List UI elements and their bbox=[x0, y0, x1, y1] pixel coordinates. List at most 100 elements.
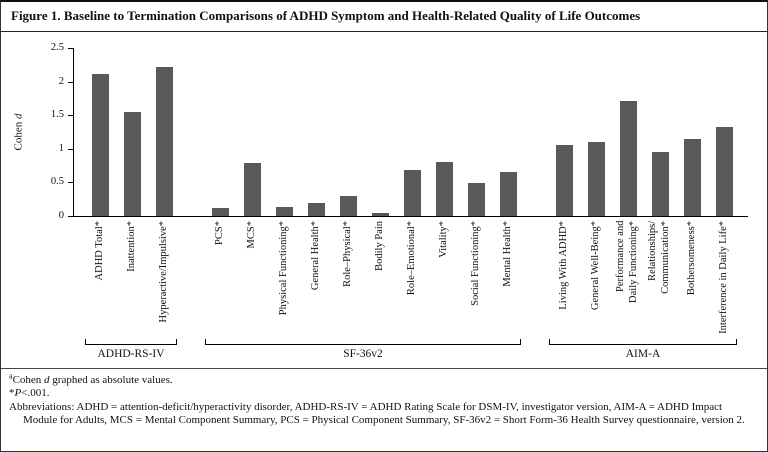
bar-group bbox=[204, 48, 524, 216]
x-label-slot: Bothersomeness* bbox=[675, 217, 707, 334]
group-label: SF-36v2 bbox=[343, 347, 383, 360]
x-label-slot: Social Functioning* bbox=[459, 217, 491, 334]
x-label-group: ADHD Total* Inattention* Hyperactive/Impul… bbox=[83, 217, 179, 334]
y-tick-label: 1.5 bbox=[50, 109, 64, 121]
x-tick-label: ADHD Total* bbox=[93, 221, 105, 281]
x-label-group: PCS* MCS* Physical Functioning* General Hea… bbox=[203, 217, 523, 334]
bar-slot bbox=[428, 48, 460, 216]
y-axis-label-italic: d bbox=[12, 113, 25, 120]
footnote-a-superscript: a bbox=[9, 371, 13, 381]
x-label-slot: Role–Physical* bbox=[331, 217, 363, 334]
x-tick-label: Hyperactive/Impulsive* bbox=[157, 221, 169, 323]
bar-slot bbox=[84, 48, 116, 216]
footnote-a-italic: d bbox=[44, 373, 50, 386]
bar bbox=[587, 142, 605, 216]
y-tick-label: 1 bbox=[58, 142, 64, 154]
y-tick-label: 2.5 bbox=[50, 42, 64, 53]
bar-slot bbox=[236, 48, 268, 216]
footnotes: aCohen d graphed as absolute values. *P<… bbox=[1, 367, 767, 428]
group-label: ADHD-RS-IV bbox=[97, 347, 165, 360]
x-tick-label: Role–Physical* bbox=[341, 221, 353, 287]
x-tick-label: Mental Health* bbox=[501, 221, 513, 287]
x-label-slot: Role–Emotional* bbox=[395, 217, 427, 334]
x-tick-label: Bodily Pain bbox=[373, 221, 385, 271]
bar bbox=[651, 152, 669, 216]
footnote-a-text: graphed as absolute values. bbox=[49, 373, 173, 386]
bar bbox=[467, 183, 485, 216]
bar-slot bbox=[396, 48, 428, 216]
bar bbox=[123, 111, 141, 216]
x-tick-label: General Well-Being* bbox=[589, 221, 601, 311]
figure-title: Figure 1. Baseline to Termination Compar… bbox=[1, 2, 767, 32]
bar bbox=[683, 138, 701, 216]
x-label-slot: General Health* bbox=[299, 217, 331, 334]
bar bbox=[211, 207, 229, 216]
bar bbox=[91, 73, 109, 216]
y-tick-label: 0 bbox=[58, 210, 64, 221]
group-bracket bbox=[205, 338, 521, 345]
x-tick-label: Relationships/ Communication* bbox=[647, 221, 671, 294]
y-tick-mark bbox=[68, 148, 74, 150]
x-labels-row: ADHD Total* Inattention* Hyperactive/Impul… bbox=[73, 217, 739, 334]
footnote-a-prefix: Cohen bbox=[12, 373, 45, 386]
x-tick-label: Bothersomeness* bbox=[685, 221, 697, 296]
x-tick-label: Interference in Daily Life* bbox=[717, 221, 729, 334]
x-label-group: Living With ADHD* General Well-Being* Perf… bbox=[547, 217, 739, 334]
bar bbox=[619, 101, 637, 216]
x-label-slot: Mental Health* bbox=[491, 217, 523, 334]
bar bbox=[307, 203, 325, 216]
x-label-slot: Performance and Daily Functioning* bbox=[611, 217, 643, 334]
bar-chart: Cohen d 0 0.5 1 1.5 2 2.5 ADHD Total* Inattent… bbox=[1, 42, 767, 360]
bar bbox=[435, 162, 453, 216]
bar-group bbox=[548, 48, 740, 216]
bar bbox=[555, 144, 573, 216]
bar-slot bbox=[676, 48, 708, 216]
bar bbox=[371, 212, 389, 216]
bar bbox=[155, 66, 173, 216]
x-tick-label: Vitality* bbox=[437, 221, 449, 258]
x-label-slot: Physical Functioning* bbox=[267, 217, 299, 334]
y-tick-label: 2 bbox=[58, 75, 64, 87]
x-label-slot: ADHD Total* bbox=[83, 217, 115, 334]
footnote-significance: *P<.001. bbox=[9, 387, 759, 401]
bar-slot bbox=[364, 48, 396, 216]
significance-star: * bbox=[9, 387, 15, 400]
y-axis-label: Cohen d bbox=[10, 48, 26, 216]
x-label-slot: Bodily Pain bbox=[363, 217, 395, 334]
groups-row: ADHD-RS-IV SF-36v2 AIM-A bbox=[73, 338, 739, 360]
footnote-a: aCohen d graphed as absolute values. bbox=[9, 371, 759, 388]
group-block: SF-36v2 bbox=[203, 338, 523, 360]
bar-slot bbox=[548, 48, 580, 216]
x-tick-label: Social Functioning* bbox=[469, 221, 481, 306]
bar bbox=[715, 127, 733, 216]
bar-slot bbox=[148, 48, 180, 216]
x-tick-label: Inattention* bbox=[125, 221, 137, 272]
x-tick-label: Physical Functioning* bbox=[277, 221, 289, 316]
bar-slot bbox=[204, 48, 236, 216]
x-label-slot: Interference in Daily Life* bbox=[707, 217, 739, 334]
x-label-slot: Inattention* bbox=[115, 217, 147, 334]
y-axis-label-prefix: Cohen bbox=[12, 119, 25, 151]
y-tick-mark bbox=[68, 115, 74, 117]
bar-slot bbox=[300, 48, 332, 216]
y-tick-mark bbox=[68, 216, 74, 217]
x-label-slot: MCS* bbox=[235, 217, 267, 334]
group-bracket bbox=[85, 338, 177, 345]
x-label-slot: Vitality* bbox=[427, 217, 459, 334]
bar-slot bbox=[708, 48, 740, 216]
bar bbox=[339, 195, 357, 216]
significance-italic: P bbox=[14, 387, 22, 400]
group-block: ADHD-RS-IV bbox=[83, 338, 179, 360]
x-tick-label: MCS* bbox=[245, 221, 257, 249]
x-tick-label: Living With ADHD* bbox=[557, 221, 569, 310]
x-label-slot: PCS* bbox=[203, 217, 235, 334]
bar-slot bbox=[116, 48, 148, 216]
x-label-slot: General Well-Being* bbox=[579, 217, 611, 334]
bar-slot bbox=[332, 48, 364, 216]
abbreviations-note: Abbreviations: ADHD = attention-deficit/… bbox=[9, 400, 745, 427]
significance-text: <.001. bbox=[21, 387, 50, 400]
y-tick-label: 0.5 bbox=[50, 176, 64, 188]
y-axis-label-text: Cohen d bbox=[12, 114, 24, 151]
bars-row bbox=[74, 48, 748, 216]
